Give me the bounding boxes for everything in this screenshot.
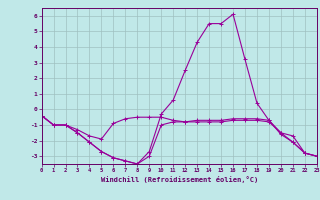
X-axis label: Windchill (Refroidissement éolien,°C): Windchill (Refroidissement éolien,°C) (100, 176, 258, 183)
